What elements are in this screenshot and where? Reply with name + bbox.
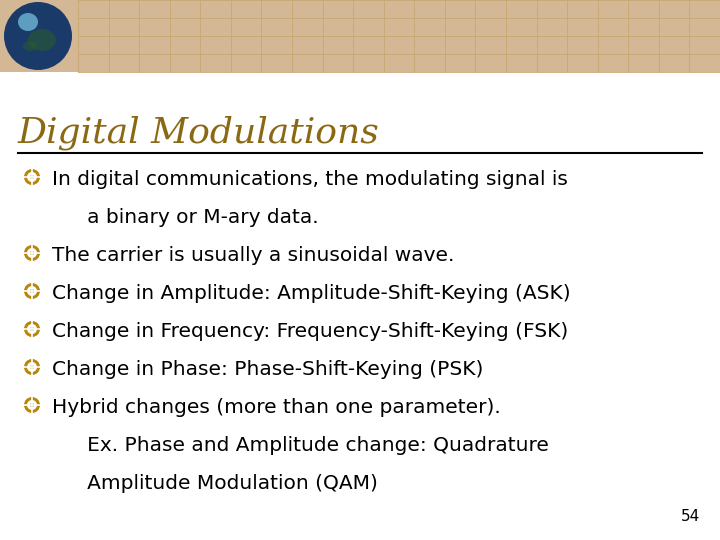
Ellipse shape — [18, 13, 38, 31]
Text: Change in Frequency: Frequency-Shift-Keying (FSK): Change in Frequency: Frequency-Shift-Key… — [52, 322, 568, 341]
Circle shape — [30, 175, 34, 179]
Circle shape — [27, 400, 37, 410]
Circle shape — [24, 321, 40, 337]
Circle shape — [24, 169, 40, 185]
Circle shape — [30, 251, 34, 255]
Text: Change in Amplitude: Amplitude-Shift-Keying (ASK): Change in Amplitude: Amplitude-Shift-Key… — [52, 284, 571, 303]
Bar — [0, 0, 720, 72]
Circle shape — [24, 359, 40, 375]
Text: The carrier is usually a sinusoidal wave.: The carrier is usually a sinusoidal wave… — [52, 246, 454, 265]
Circle shape — [24, 283, 40, 299]
Text: a binary or M-ary data.: a binary or M-ary data. — [68, 208, 319, 227]
Circle shape — [30, 289, 34, 293]
Text: Digital Modulations: Digital Modulations — [18, 115, 379, 150]
Circle shape — [30, 365, 34, 369]
Circle shape — [27, 248, 37, 258]
Text: Amplitude Modulation (QAM): Amplitude Modulation (QAM) — [68, 474, 378, 493]
Circle shape — [24, 397, 40, 413]
Text: In digital communications, the modulating signal is: In digital communications, the modulatin… — [52, 170, 568, 189]
Ellipse shape — [23, 41, 37, 51]
Circle shape — [30, 403, 34, 407]
Text: Ex. Phase and Amplitude change: Quadrature: Ex. Phase and Amplitude change: Quadratu… — [68, 436, 549, 455]
Text: Hybrid changes (more than one parameter).: Hybrid changes (more than one parameter)… — [52, 398, 500, 417]
Text: 54: 54 — [680, 509, 700, 524]
Circle shape — [27, 324, 37, 334]
Circle shape — [30, 327, 34, 331]
Ellipse shape — [4, 2, 72, 70]
Circle shape — [27, 286, 37, 296]
Ellipse shape — [28, 29, 56, 51]
Text: Change in Phase: Phase-Shift-Keying (PSK): Change in Phase: Phase-Shift-Keying (PSK… — [52, 360, 483, 379]
Circle shape — [27, 172, 37, 182]
Circle shape — [24, 245, 40, 261]
Circle shape — [27, 362, 37, 372]
